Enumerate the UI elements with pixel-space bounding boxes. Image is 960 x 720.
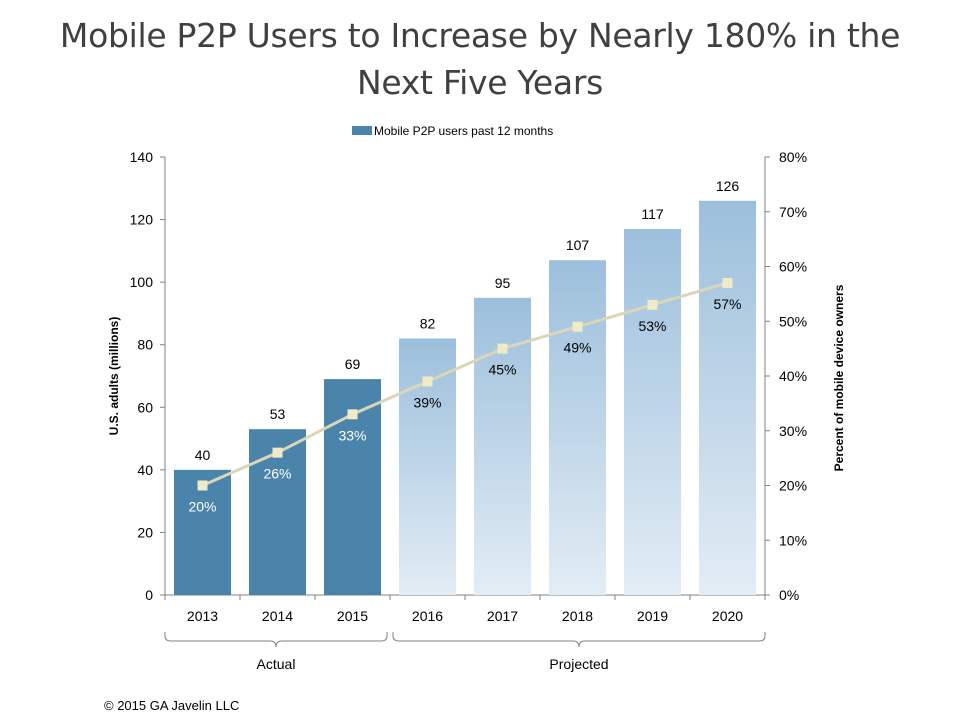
y-tick-label-right: 70% bbox=[779, 204, 807, 220]
y-tick-label-right: 60% bbox=[779, 259, 807, 275]
y-axis-title-right: Percent of mobile device owners bbox=[832, 284, 846, 471]
percent-label: 49% bbox=[563, 340, 591, 356]
percent-marker bbox=[572, 321, 583, 332]
y-tick-label-right: 10% bbox=[779, 532, 807, 548]
slide-title-line-1: Mobile P2P Users to Increase by Nearly 1… bbox=[59, 16, 901, 55]
y-tick-label-left: 140 bbox=[130, 149, 154, 165]
group-bracket bbox=[164, 632, 388, 648]
bar bbox=[699, 200, 756, 596]
y-tick-label-left: 40 bbox=[137, 462, 153, 478]
percent-label: 26% bbox=[263, 466, 291, 482]
slide-title-line-2: Next Five Years bbox=[357, 63, 603, 102]
percent-label: 20% bbox=[188, 499, 216, 515]
y-axis-title-left: U.S. adults (millions) bbox=[107, 317, 121, 436]
y-tick-label-right: 30% bbox=[779, 423, 807, 439]
y-tick-label-right: 20% bbox=[779, 478, 807, 494]
percent-marker bbox=[722, 277, 733, 288]
percent-marker bbox=[647, 299, 658, 310]
percent-marker bbox=[497, 343, 508, 354]
y-tick-label-left: 20 bbox=[137, 524, 153, 540]
x-tick-label: 2013 bbox=[187, 608, 218, 624]
x-tick-label: 2017 bbox=[487, 608, 518, 624]
percent-label: 39% bbox=[413, 394, 441, 410]
percent-marker bbox=[197, 480, 208, 491]
bar-value-label: 40 bbox=[195, 447, 211, 463]
x-tick-label: 2014 bbox=[262, 608, 293, 624]
x-tick-label: 2018 bbox=[562, 608, 593, 624]
y-tick-label-left: 100 bbox=[130, 274, 154, 290]
y-tick-label-left: 120 bbox=[130, 212, 154, 228]
bar-value-label: 126 bbox=[716, 178, 740, 194]
percent-marker bbox=[347, 409, 358, 420]
legend-label: Mobile P2P users past 12 months bbox=[374, 124, 553, 138]
percent-marker bbox=[272, 447, 283, 458]
x-tick-label: 2019 bbox=[637, 608, 668, 624]
group-label: Actual bbox=[257, 656, 296, 672]
y-tick-label-left: 80 bbox=[137, 337, 153, 353]
legend-swatch bbox=[352, 126, 372, 135]
x-tick-label: 2020 bbox=[712, 608, 743, 624]
group-bracket bbox=[392, 632, 766, 648]
bar-value-label: 82 bbox=[420, 315, 436, 331]
bar bbox=[549, 260, 606, 595]
percent-label: 45% bbox=[488, 362, 516, 378]
percent-marker bbox=[422, 376, 433, 387]
slide-title: Mobile P2P Users to Increase by Nearly 1… bbox=[0, 12, 960, 106]
percent-label: 57% bbox=[713, 296, 741, 312]
bar-value-label: 95 bbox=[495, 275, 511, 291]
y-tick-label-right: 40% bbox=[779, 368, 807, 384]
percent-label: 33% bbox=[338, 427, 366, 443]
y-tick-label-left: 60 bbox=[137, 399, 153, 415]
x-tick-label: 2015 bbox=[337, 608, 368, 624]
bar-value-label: 53 bbox=[270, 406, 286, 422]
bar-value-label: 107 bbox=[566, 237, 590, 253]
y-tick-label-left: 0 bbox=[145, 587, 153, 603]
copyright-notice: © 2015 GA Javelin LLC bbox=[104, 698, 240, 713]
bar-value-label: 117 bbox=[641, 206, 664, 222]
percent-label: 53% bbox=[638, 318, 666, 334]
bar-value-label: 69 bbox=[345, 356, 361, 372]
y-tick-label-right: 50% bbox=[779, 313, 807, 329]
percent-line bbox=[201, 281, 728, 487]
y-tick-label-right: 80% bbox=[779, 149, 807, 165]
bar bbox=[624, 228, 681, 595]
group-label: Projected bbox=[549, 656, 608, 672]
bar bbox=[174, 469, 231, 595]
y-tick-label-right: 0% bbox=[779, 587, 799, 603]
x-tick-label: 2016 bbox=[412, 608, 443, 624]
